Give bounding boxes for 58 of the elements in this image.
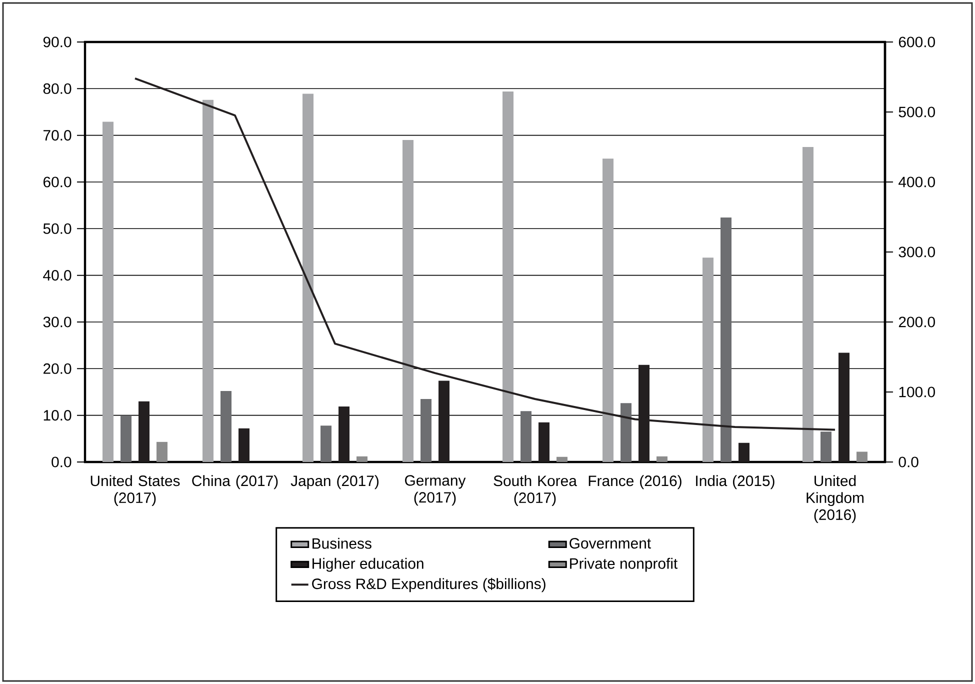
bar [856, 452, 868, 462]
bar [556, 456, 568, 462]
bar [320, 426, 332, 462]
bar [220, 391, 232, 462]
bar [138, 401, 150, 462]
bar [602, 158, 614, 462]
bar [620, 403, 632, 462]
y-tick-label: 60.0 [44, 176, 72, 188]
x-tick-label: India (2015) [696, 475, 774, 490]
y-tick-label: 50.0 [43, 223, 72, 234]
legend-label: Business [312, 538, 372, 549]
x-tick-label: United Kingdom (2016) [806, 475, 864, 523]
x-tick-label: Germany (2017) [405, 475, 466, 506]
bar [502, 91, 514, 462]
bar [538, 422, 550, 462]
x-tick-label: China (2017) [192, 475, 278, 490]
legend-label: Government [570, 538, 651, 549]
y2-tick-label: 300.0 [898, 246, 935, 258]
y-tick-label: 40.0 [43, 270, 72, 281]
y2-tick-label: 200.0 [898, 316, 935, 328]
bar [838, 352, 850, 462]
bar [420, 398, 432, 462]
y-tick-label: 80.0 [43, 83, 72, 94]
bar [802, 146, 814, 462]
x-tick-label: France (2016) [588, 475, 682, 490]
bar [738, 442, 750, 462]
bar [338, 406, 350, 462]
x-tick-label: Japan (2017) [290, 475, 378, 490]
y-tick-label: 10.0 [44, 410, 72, 421]
bar [656, 456, 668, 462]
y2-tick-label: 600.0 [898, 36, 935, 48]
bar [238, 428, 250, 462]
y-tick-label: 90.0 [43, 36, 72, 48]
bar [102, 122, 114, 462]
bar [402, 140, 414, 462]
y2-tick-label: 400.0 [898, 176, 935, 188]
x-tick-label: United States (2017) [90, 475, 180, 506]
bar [720, 217, 732, 462]
y-tick-label: 30.0 [43, 316, 72, 328]
bar [702, 258, 714, 462]
bar [202, 100, 214, 462]
bar [438, 380, 450, 462]
legend-label: Gross R&D Expenditures ($billions) [312, 578, 546, 592]
legend-label: Higher education [312, 558, 424, 572]
x-tick-label: South Korea (2017) [494, 475, 577, 506]
bar [156, 442, 168, 462]
bar [820, 432, 832, 462]
bar [520, 411, 532, 462]
y-tick-label: 0.0 [52, 456, 72, 468]
y-tick-label: 20.0 [43, 363, 72, 374]
y-tick-label: 70.0 [44, 130, 72, 141]
bar [302, 94, 314, 462]
y2-tick-label: 500.0 [898, 106, 935, 118]
legend-label: Private nonprofit [570, 558, 678, 572]
y2-tick-label: 100.0 [899, 386, 935, 398]
y2-tick-label: 0.0 [898, 456, 918, 468]
bar [356, 456, 368, 462]
bar [120, 415, 132, 462]
